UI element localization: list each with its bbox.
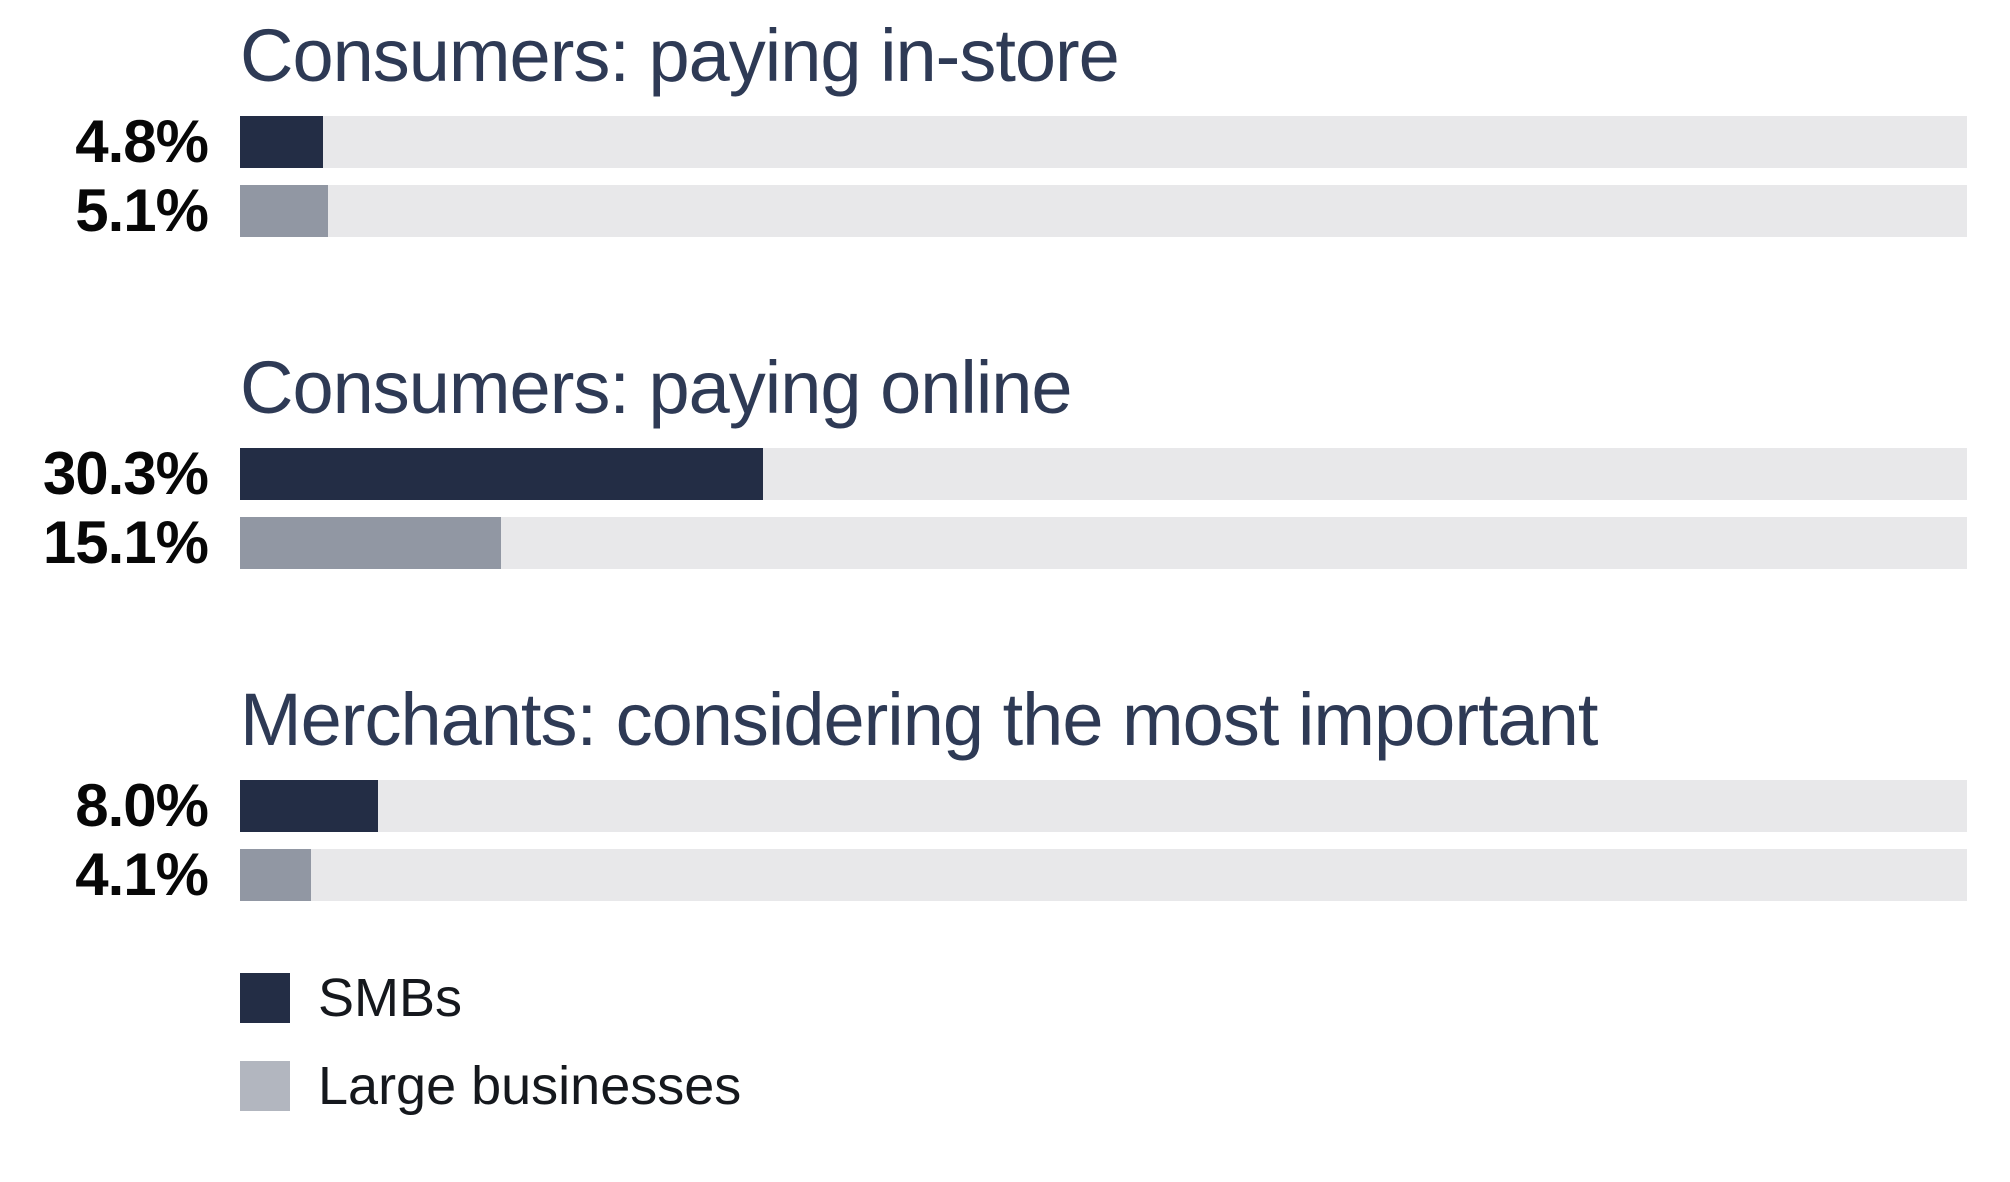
bar-row: 15.1%: [0, 509, 1967, 576]
bar-fill-smbs: [240, 116, 323, 168]
value-label: 5.1%: [75, 177, 209, 244]
value-label: 4.1%: [75, 841, 209, 908]
bar-fill-large-businesses: [240, 185, 329, 237]
legend-swatch-smbs: [240, 973, 290, 1023]
bar-fill-smbs: [240, 780, 379, 832]
bar-track: [240, 116, 1967, 168]
bar-fill-smbs: [240, 448, 764, 500]
bar-fill-large-businesses: [240, 849, 311, 901]
bar-groups: Consumers: paying in-store 4.8% 5.1% Consum…: [0, 10, 1967, 908]
value-label: 30.3%: [42, 440, 209, 507]
bar-track: [240, 517, 1967, 569]
bar-row: 4.1%: [0, 841, 1967, 908]
bar-track: [240, 849, 1967, 901]
bar-track: [240, 185, 1967, 237]
bar-fill-large-businesses: [240, 517, 501, 569]
bar-group: Consumers: paying online 30.3% 15.1%: [0, 342, 1967, 576]
legend-item: SMBs: [240, 968, 1967, 1028]
bar-group: Consumers: paying in-store 4.8% 5.1%: [0, 10, 1967, 244]
group-title: Consumers: paying in-store: [240, 14, 1120, 97]
bar-row: 8.0%: [0, 772, 1967, 839]
value-label: 15.1%: [42, 509, 209, 576]
value-label: 4.8%: [75, 108, 209, 175]
legend-swatch-large-businesses: [240, 1061, 290, 1111]
bar-group: Merchants: considering the most importan…: [0, 674, 1967, 908]
legend-label: SMBs: [318, 968, 463, 1028]
group-title: Merchants: considering the most importan…: [240, 678, 1598, 761]
group-title: Consumers: paying online: [240, 346, 1073, 429]
legend: SMBs Large businesses: [240, 968, 1967, 1116]
bar-row: 4.8%: [0, 108, 1967, 175]
legend-item: Large businesses: [240, 1056, 1967, 1116]
bar-track: [240, 780, 1967, 832]
bar-row: 5.1%: [0, 177, 1967, 244]
bar-row: 30.3%: [0, 440, 1967, 507]
legend-label: Large businesses: [318, 1056, 742, 1116]
value-label: 8.0%: [75, 772, 209, 839]
bar-track: [240, 448, 1967, 500]
